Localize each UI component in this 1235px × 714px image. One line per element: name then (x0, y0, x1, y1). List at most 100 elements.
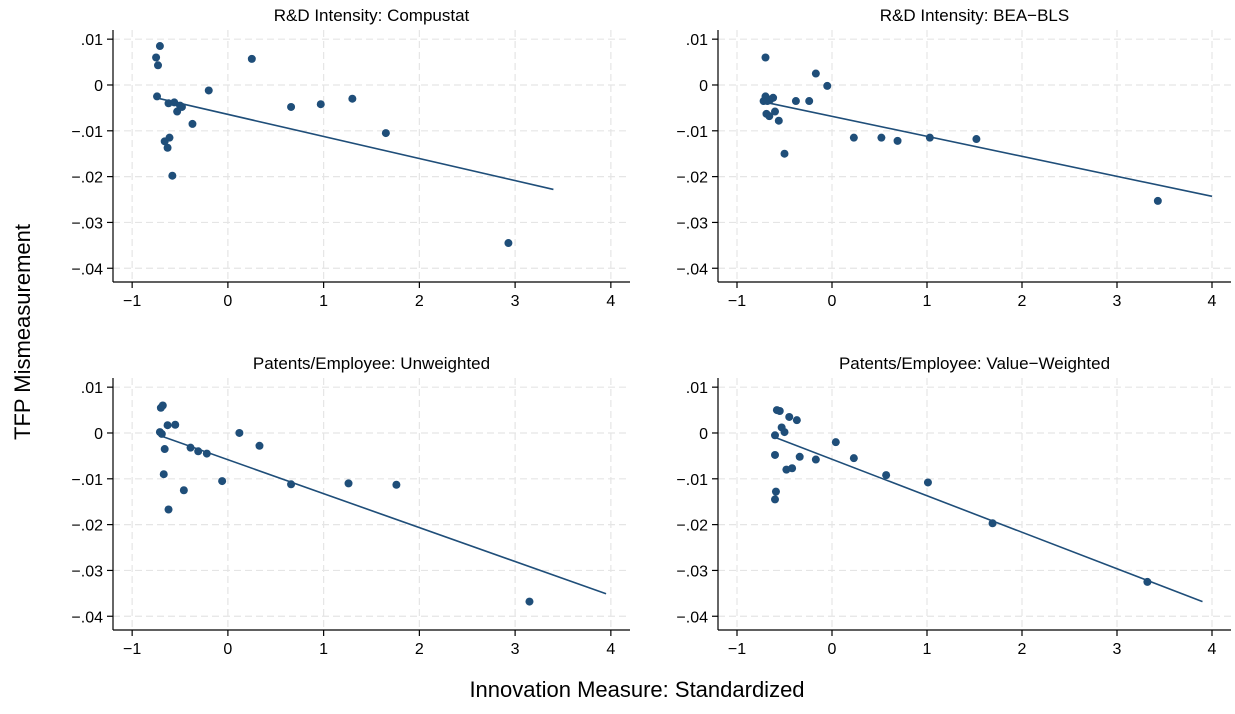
data-point (1153, 196, 1162, 205)
y-tick-label: −.02 (71, 518, 103, 535)
data-point (160, 445, 169, 454)
y-tick-label: .01 (686, 380, 708, 397)
data-point (823, 81, 832, 90)
chart-panel-2: R&D Intensity: BEA−BLS .01 0 −.01 −.02 −.03 −.… (676, 6, 1231, 310)
data-point (504, 239, 513, 248)
x-tick-label: −1 (728, 641, 746, 658)
data-point (218, 477, 227, 486)
x-tick-label: 2 (415, 641, 424, 658)
chart-panel-4: Patents/Employee: Value−Weighted .01 0 −.01… (676, 354, 1231, 658)
data-point (194, 447, 203, 456)
x-tick-label: 2 (1018, 293, 1027, 310)
data-point (795, 452, 804, 461)
data-point (247, 54, 256, 63)
data-point (925, 133, 934, 142)
data-point (831, 438, 840, 447)
data-point (165, 133, 174, 142)
data-point (923, 478, 932, 487)
y-tick-label: −.02 (676, 170, 708, 187)
x-tick-label: 2 (415, 293, 424, 310)
panel-title: Patents/Employee: Value−Weighted (839, 354, 1110, 373)
y-tick-label: −.03 (71, 563, 103, 580)
fit-line (155, 97, 554, 191)
data-point (155, 42, 164, 51)
data-point (287, 102, 296, 111)
data-point (774, 116, 783, 125)
y-tick-label: −.01 (71, 472, 103, 489)
data-point (805, 97, 814, 106)
y-tick-label: −.02 (676, 518, 708, 535)
data-point (882, 471, 891, 480)
data-point (163, 421, 172, 430)
data-point (769, 93, 778, 102)
data-point (164, 505, 173, 514)
x-tick-label: 1 (923, 641, 932, 658)
data-point (186, 443, 195, 452)
x-tick-label: 0 (828, 641, 837, 658)
y-tick-label: −.04 (676, 261, 708, 278)
y-tick-label: 0 (94, 426, 103, 443)
x-tick-label: 4 (1208, 293, 1217, 310)
x-tick-label: 1 (319, 641, 328, 658)
x-tick-label: 4 (1208, 641, 1217, 658)
data-point (348, 94, 357, 103)
x-tick-label: 0 (223, 293, 232, 310)
x-tick-label: −1 (728, 293, 746, 310)
y-tick-label: −.01 (676, 472, 708, 489)
data-point (791, 97, 800, 106)
data-point (159, 470, 168, 479)
data-point (188, 119, 197, 128)
y-tick-label: 0 (699, 426, 708, 443)
panel-title: Patents/Employee: Unweighted (253, 354, 490, 373)
y-tick-label: .01 (686, 32, 708, 49)
fit-line (772, 435, 1203, 603)
y-tick-label: −.01 (71, 124, 103, 141)
data-point (771, 431, 779, 440)
data-point (893, 136, 902, 145)
data-point (168, 171, 177, 180)
data-point (202, 449, 211, 458)
data-point (163, 143, 172, 152)
panels: R&D Intensity: Compustat .01 0 −.01 −.02 −.03… (71, 6, 1231, 658)
data-point (792, 416, 801, 425)
data-point (811, 69, 820, 78)
panel-title: R&D Intensity: BEA−BLS (880, 6, 1069, 25)
data-point (877, 133, 886, 142)
x-tick-label: −1 (123, 641, 141, 658)
x-tick-label: 1 (319, 293, 328, 310)
data-point (849, 133, 858, 142)
fit-line (158, 434, 607, 595)
data-point (765, 112, 774, 121)
x-tick-label: −1 (123, 293, 141, 310)
x-tick-label: 1 (923, 293, 932, 310)
x-tick-label: 3 (1113, 641, 1122, 658)
data-point (179, 486, 188, 495)
x-tick-label: 3 (1113, 293, 1122, 310)
x-tick-label: 0 (223, 641, 232, 658)
data-point (761, 53, 770, 62)
data-point (177, 102, 186, 111)
data-point (153, 61, 162, 70)
data-point (344, 479, 353, 488)
figure-xlabel: Innovation Measure: Standardized (469, 677, 804, 702)
data-point (204, 86, 213, 95)
data-point (785, 412, 794, 421)
data-point (771, 450, 779, 459)
data-point (392, 480, 401, 489)
y-tick-label: −.03 (676, 215, 708, 232)
data-point (153, 92, 162, 101)
x-tick-label: 2 (1018, 641, 1027, 658)
data-point (849, 454, 858, 463)
data-point (381, 129, 390, 138)
data-point (771, 495, 779, 504)
y-tick-label: −.04 (71, 261, 103, 278)
data-point (287, 480, 296, 489)
data-point (255, 441, 264, 450)
data-point (788, 464, 797, 473)
data-point (771, 107, 779, 116)
data-point (157, 429, 166, 438)
y-tick-label: −.03 (676, 563, 708, 580)
x-tick-label: 0 (828, 293, 837, 310)
fit-line (763, 101, 1213, 198)
data-point (316, 100, 325, 109)
